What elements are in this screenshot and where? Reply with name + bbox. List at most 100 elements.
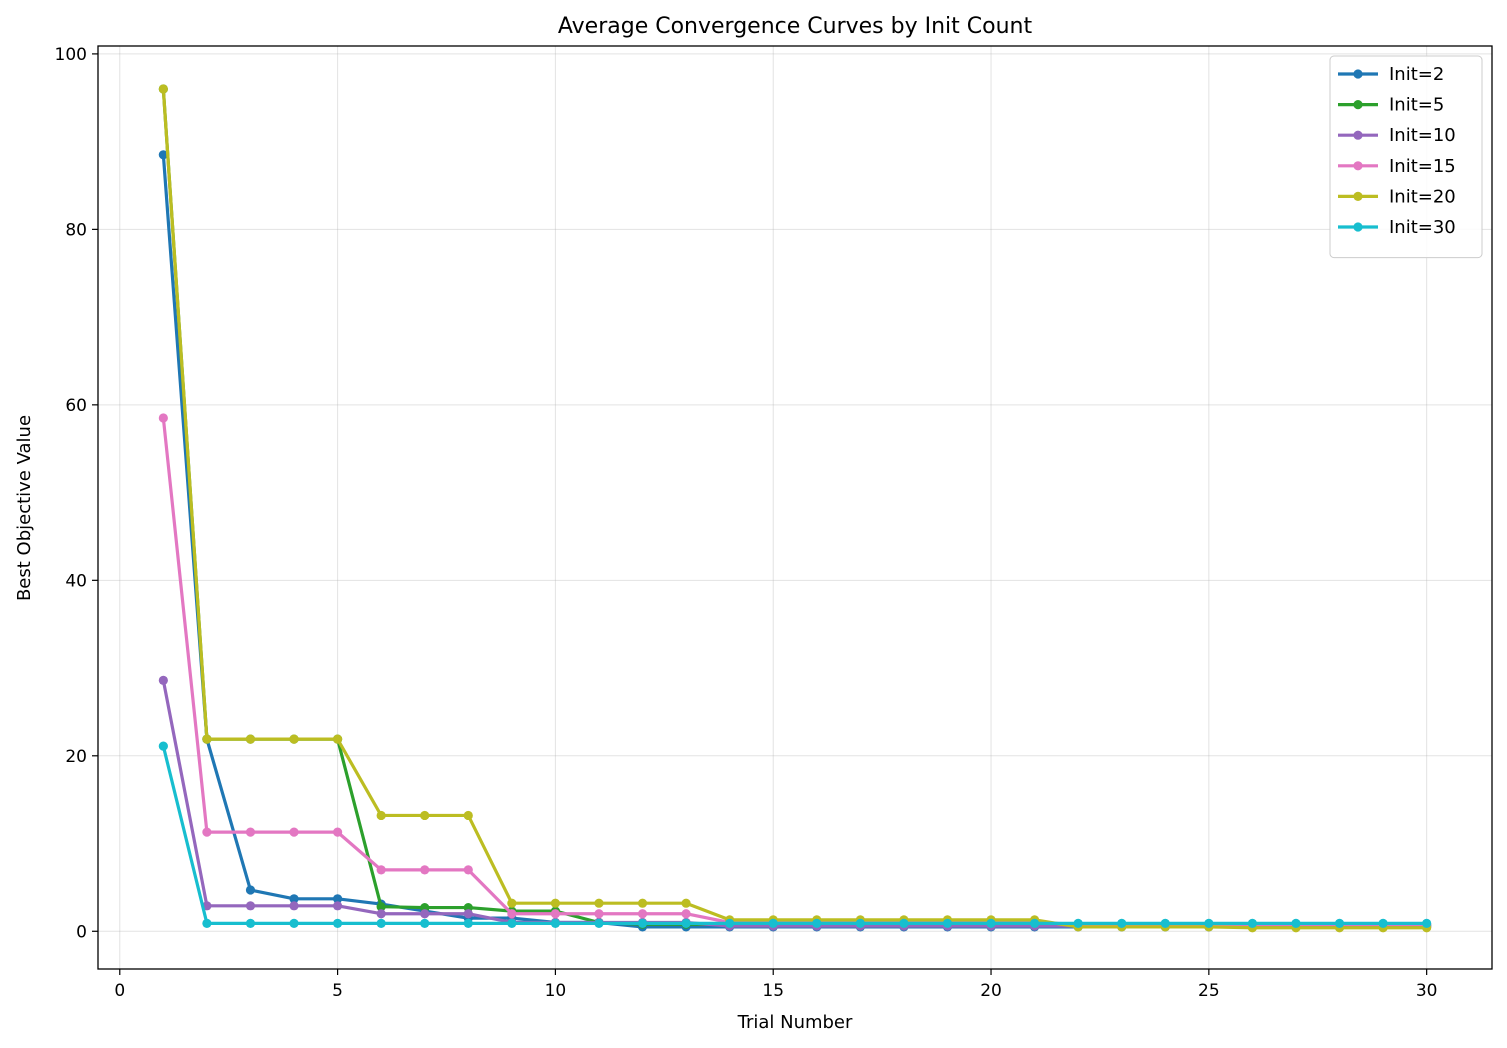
data-point [1117,918,1127,928]
data-point [1029,918,1040,928]
legend-swatch-marker [1353,161,1363,171]
legend-label: Init=5 [1389,95,1444,116]
data-point [812,918,822,928]
y-tick-label: 40 [65,571,87,591]
data-point [550,918,561,928]
legend-swatch-marker [1353,69,1363,79]
x-tick-label: 0 [114,981,125,1001]
data-point [1291,918,1301,928]
data-point [550,898,561,908]
data-point [332,894,343,904]
series-layer [158,84,1432,933]
x-tick-label: 20 [980,981,1002,1001]
data-point [420,865,430,875]
legend-item: Init=20 [1338,186,1456,207]
legend-label: Init=15 [1389,156,1456,177]
chart-title: Average Convergence Curves by Init Count [558,14,1033,39]
legend-item: Init=30 [1338,217,1456,238]
data-point [376,902,386,912]
x-axis-label: Trial Number [737,1012,853,1033]
data-point [158,675,168,685]
data-point [1160,918,1170,928]
y-tick-label: 20 [65,747,87,767]
data-point [158,413,168,423]
grid-layer [98,46,1492,969]
data-point [289,918,299,928]
data-point [594,898,604,908]
x-tick-label: 5 [332,981,343,1001]
legend: Init=2 Init=5 Init=10 Init=15 Init=20 Init=30 [1329,55,1483,259]
data-point [550,909,561,919]
data-point [245,901,256,911]
data-point [376,810,386,821]
data-point [245,827,256,837]
data-point [376,909,386,919]
data-point [158,741,168,751]
legend-box [1329,55,1483,259]
legend-label: Init=10 [1389,125,1456,146]
data-point [332,918,343,928]
data-point [420,810,430,821]
legend-swatch-marker [1353,100,1363,110]
data-point [420,918,430,928]
data-point [463,909,473,919]
legend-label: Init=30 [1389,217,1456,238]
series-line [161,87,1429,930]
data-point [420,909,430,919]
y-axis-label: Best Objective Value [14,415,35,601]
data-point [463,918,473,928]
legend-swatch-marker [1353,130,1363,140]
data-point [245,918,256,928]
data-point [289,827,299,837]
data-point [332,827,343,837]
data-point [637,898,648,908]
data-point [899,918,909,928]
data-point [1334,918,1345,928]
legend-item: Init=15 [1338,156,1456,177]
data-point [507,898,517,908]
data-point [202,734,212,744]
data-point [1247,918,1258,928]
data-point [289,734,299,744]
data-point [245,734,256,744]
legend-item: Init=5 [1338,95,1444,116]
y-tick-label: 100 [55,45,87,65]
data-point [681,909,691,919]
data-point [1073,918,1083,928]
data-point [332,901,343,911]
data-point [855,918,865,928]
y-tick-label: 80 [65,220,87,240]
x-tick-label: 15 [762,981,784,1001]
data-point [1422,918,1432,928]
legend-swatch-marker [1353,191,1363,201]
data-point [725,918,735,928]
data-point [158,84,168,94]
data-point [463,865,473,875]
data-point [1204,918,1214,928]
data-point [768,918,778,928]
x-tick-label: 25 [1198,981,1220,1001]
x-tick-label: 30 [1416,981,1438,1001]
y-tick-label: 60 [65,396,87,416]
data-point [507,918,517,928]
data-point [507,909,517,919]
legend-item: Init=2 [1338,64,1444,85]
data-point [463,810,473,821]
data-point [376,865,386,875]
data-point [637,909,648,919]
legend-label: Init=20 [1389,186,1456,207]
data-point [202,918,212,928]
data-point [245,885,256,895]
series-line [161,744,1429,925]
data-point [594,909,604,919]
y-tick-label: 0 [76,922,87,942]
plot-frame [97,45,1493,970]
tick-layer: 0 5 10 15 20 25 30 0 20 40 60 80 100 [55,45,1438,1001]
legend-label: Init=2 [1389,64,1444,85]
data-point [289,894,299,904]
data-point [202,827,212,837]
x-tick-label: 10 [545,981,567,1001]
data-point [942,918,953,928]
